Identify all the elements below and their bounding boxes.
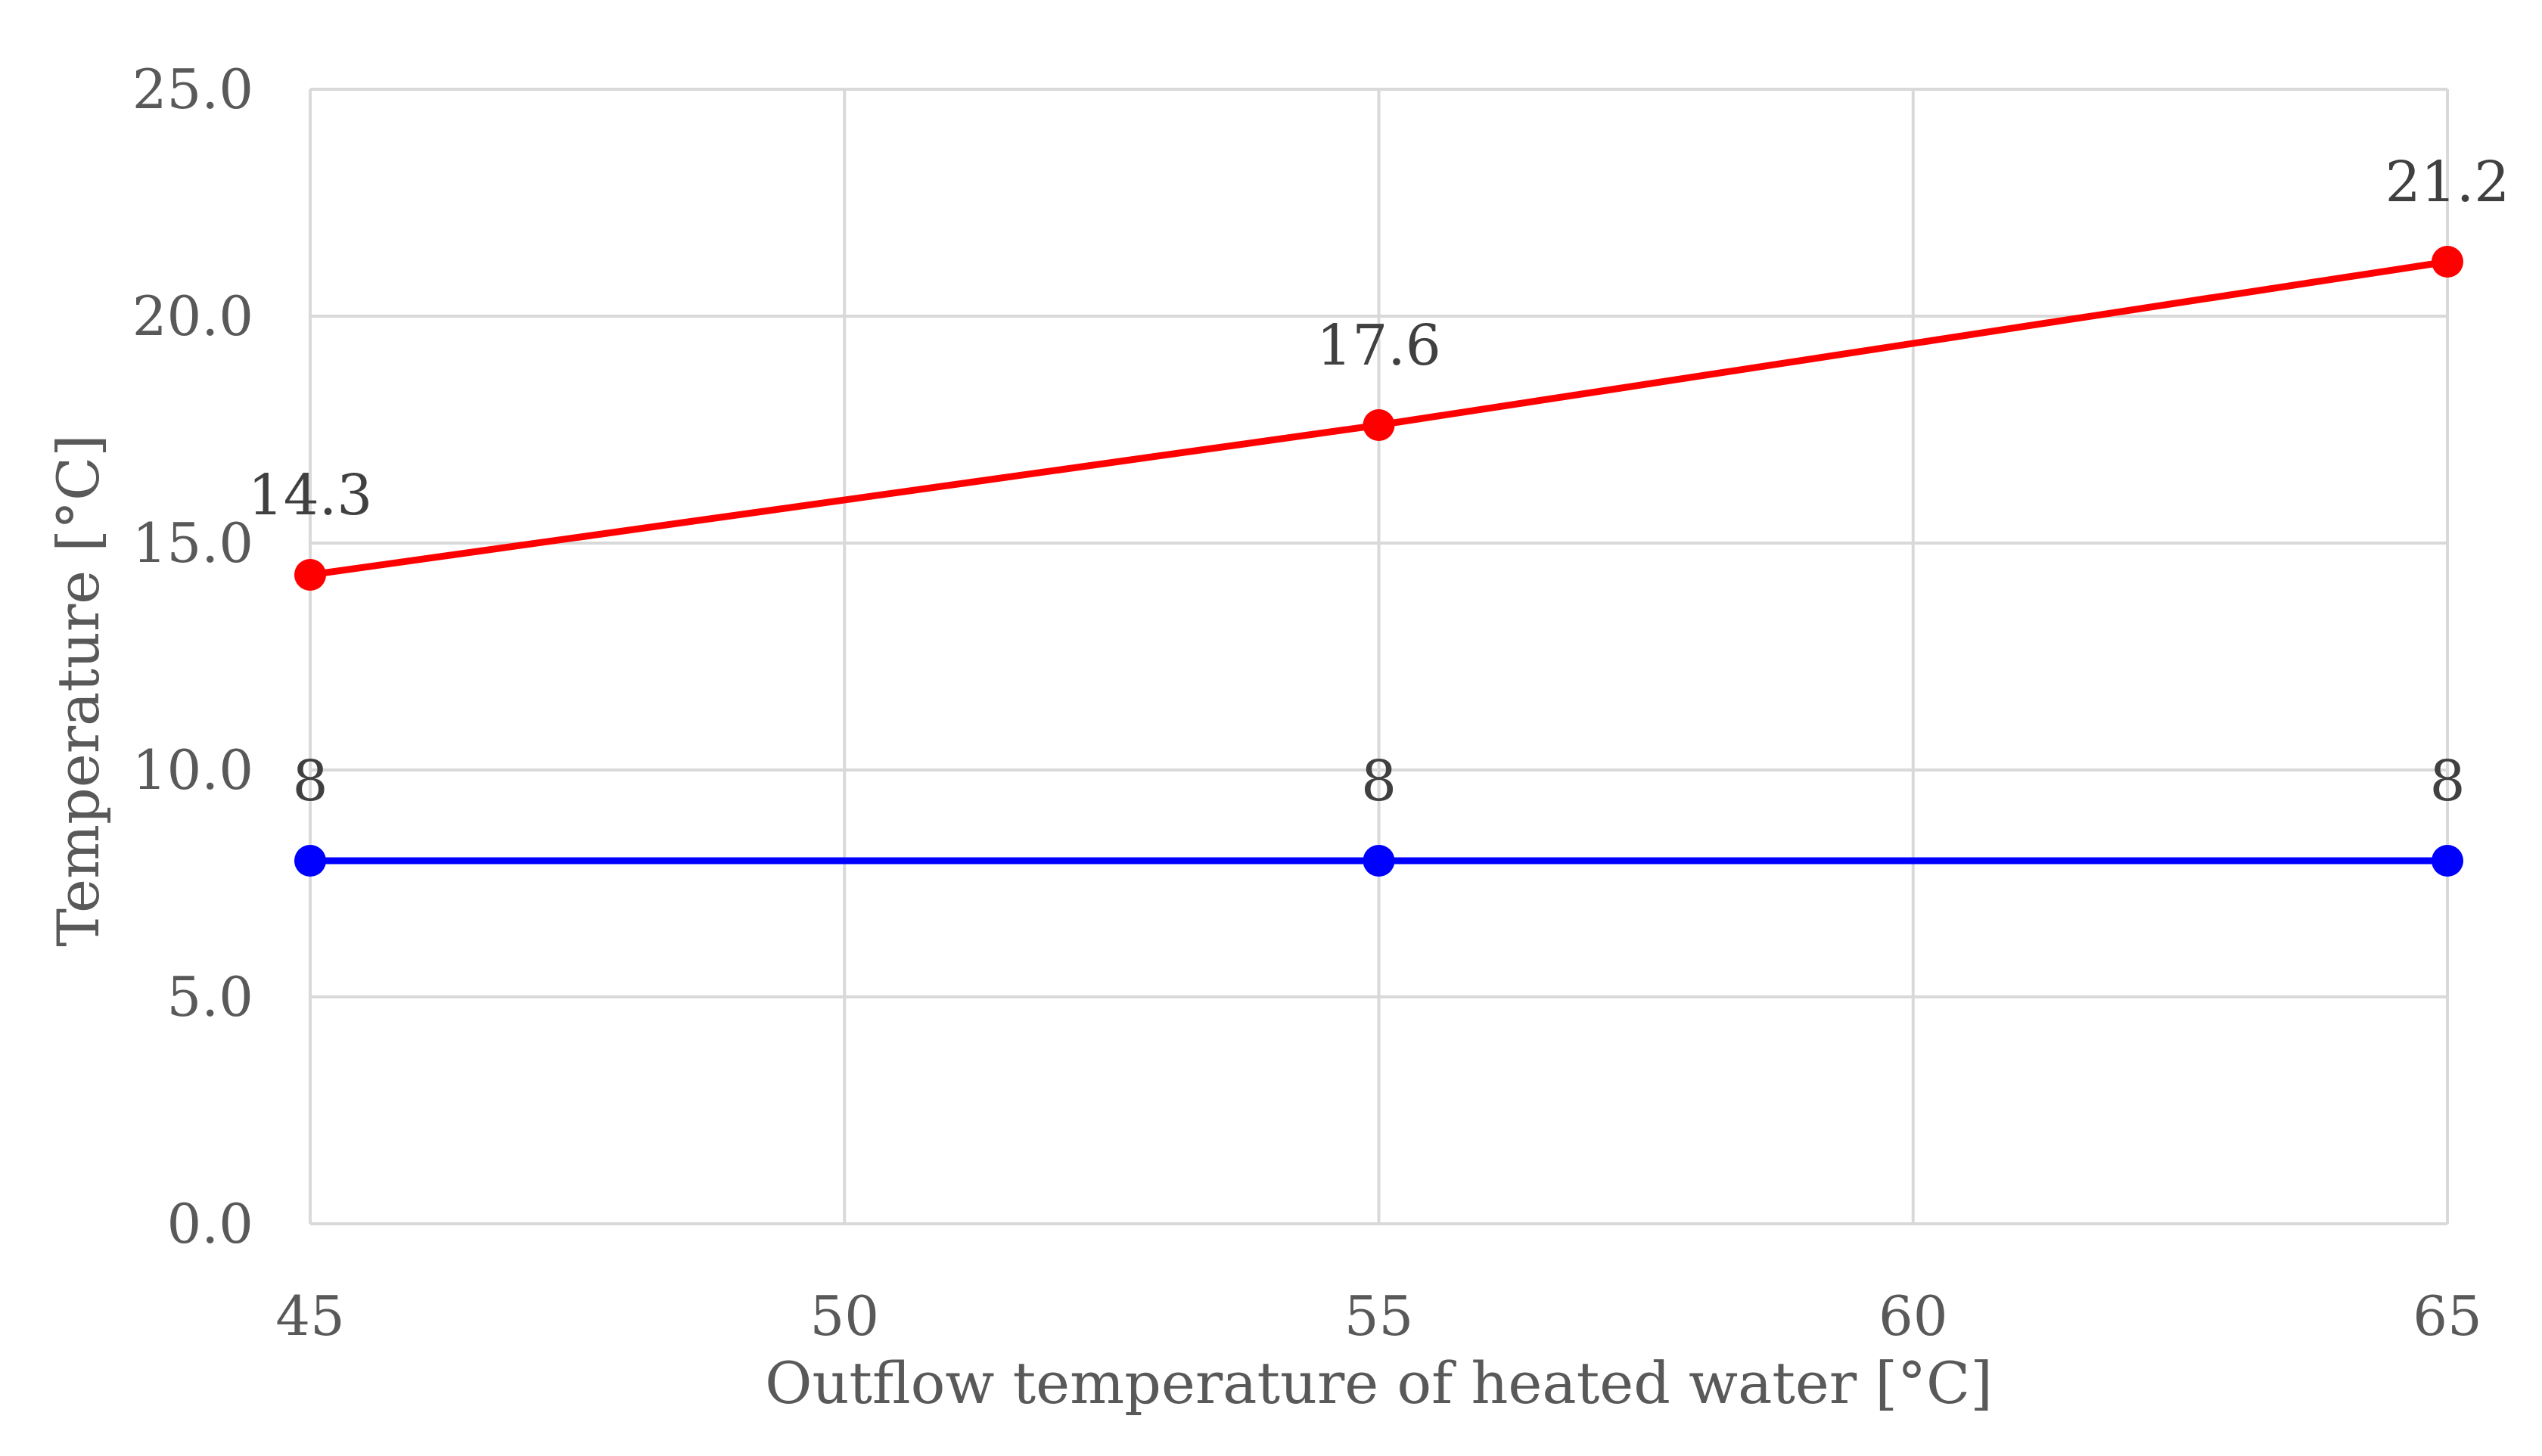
data-label: 17.6	[1316, 313, 1441, 378]
y-axis-title: Temperature [°C]	[45, 434, 112, 947]
y-tick-label: 25.0	[132, 57, 253, 121]
x-tick-label: 45	[275, 1284, 345, 1348]
data-label: 21.2	[2385, 150, 2510, 215]
data-point	[1363, 409, 1395, 441]
y-tick-label: 0.0	[166, 1192, 253, 1256]
tick-labels: 0.0 5.0 10.0 15.0 20.0 25.0 45 50 55 60 65	[132, 57, 2482, 1348]
y-tick-label: 20.0	[132, 284, 253, 348]
x-axis-title: Outflow temperature of heated water [°C]	[765, 1349, 1993, 1417]
y-tick-label: 5.0	[166, 965, 253, 1029]
grid-lines	[309, 88, 2449, 1225]
data-point	[1363, 845, 1395, 877]
data-point	[294, 559, 326, 591]
y-tick-label: 10.0	[132, 738, 253, 802]
data-label: 8	[2429, 749, 2465, 814]
data-point	[2432, 845, 2463, 877]
data-point	[2432, 246, 2463, 278]
y-tick-label: 15.0	[132, 511, 253, 575]
x-tick-label: 60	[1879, 1284, 1948, 1348]
x-tick-label: 55	[1344, 1284, 1414, 1348]
data-label: 8	[1361, 749, 1397, 814]
data-label: 14.3	[248, 463, 373, 528]
x-tick-label: 50	[810, 1284, 879, 1348]
data-label: 8	[292, 749, 328, 814]
data-point	[294, 845, 326, 877]
x-tick-label: 65	[2413, 1284, 2482, 1348]
data-labels: 14.3 17.6 21.2 8 8 8	[248, 150, 2510, 814]
data-series	[294, 246, 2463, 877]
